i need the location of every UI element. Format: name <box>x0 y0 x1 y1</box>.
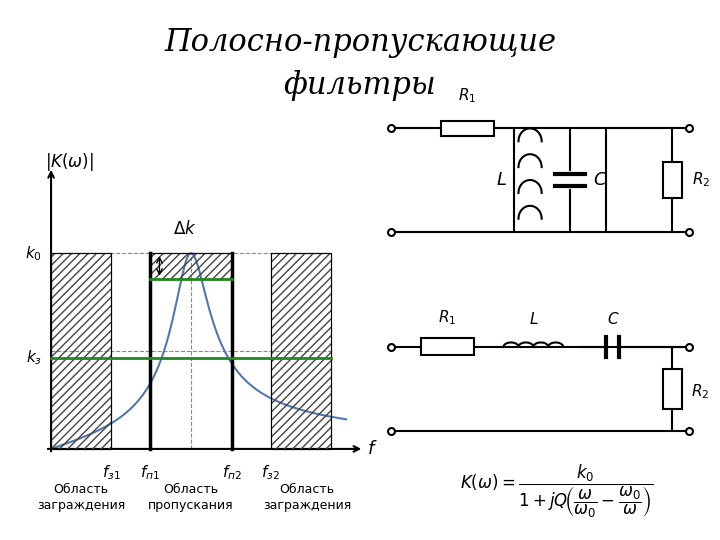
Text: Область: Область <box>279 483 335 496</box>
Text: $f_{з1}$: $f_{з1}$ <box>102 463 121 482</box>
Text: $k_0$: $k_0$ <box>25 244 42 262</box>
Text: $R_1$: $R_1$ <box>438 308 456 327</box>
Bar <box>420 339 474 355</box>
Text: $f_{п1}$: $f_{п1}$ <box>140 463 161 482</box>
Text: Полосно-пропускающие: Полосно-пропускающие <box>164 27 556 58</box>
Text: $L$: $L$ <box>528 311 538 327</box>
Text: $L$: $L$ <box>496 171 507 189</box>
Bar <box>663 369 682 409</box>
Text: $f$: $f$ <box>367 440 378 458</box>
Text: $f_{п2}$: $f_{п2}$ <box>222 463 242 482</box>
Text: $C$: $C$ <box>606 311 619 327</box>
Text: Область: Область <box>163 483 219 496</box>
Bar <box>271 253 331 449</box>
Bar <box>51 253 112 449</box>
Text: Область: Область <box>53 483 109 496</box>
Text: $R_2$: $R_2$ <box>693 171 711 190</box>
Text: $k_з$: $k_з$ <box>26 348 42 367</box>
Bar <box>663 162 682 198</box>
Text: пропускания: пропускания <box>148 498 234 511</box>
Bar <box>441 120 494 136</box>
Text: $R_1$: $R_1$ <box>458 86 477 105</box>
Text: $R_2$: $R_2$ <box>690 382 709 401</box>
Bar <box>150 253 232 279</box>
Bar <box>51 253 112 449</box>
Text: $K(\omega) = \dfrac{k_0}{1 + jQ\!\left(\dfrac{\omega}{\omega_0} - \dfrac{\omega_: $K(\omega) = \dfrac{k_0}{1 + jQ\!\left(\… <box>459 463 654 520</box>
Text: заграждения: заграждения <box>37 498 125 511</box>
Text: $f_{з2}$: $f_{з2}$ <box>261 463 280 482</box>
Text: $C$: $C$ <box>593 171 608 189</box>
Bar <box>271 253 331 449</box>
Text: заграждения: заграждения <box>263 498 351 511</box>
Text: фильтры: фильтры <box>284 70 436 101</box>
Text: $\Delta k$: $\Delta k$ <box>174 220 197 238</box>
Text: $|K(\omega)|$: $|K(\omega)|$ <box>45 151 94 173</box>
Bar <box>150 253 232 279</box>
